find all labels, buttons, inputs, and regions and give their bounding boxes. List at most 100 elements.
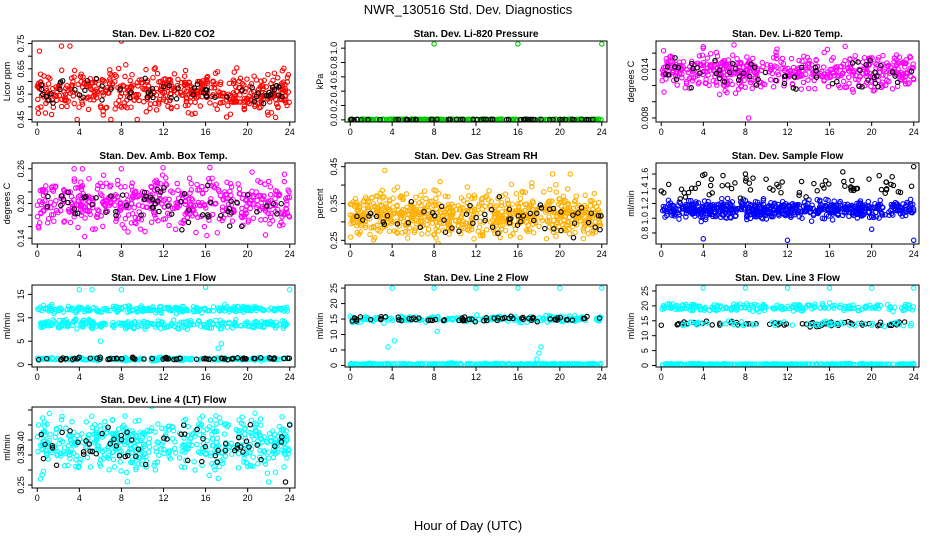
- data-point: [467, 202, 473, 209]
- data-point: [781, 83, 787, 89]
- data-point: [861, 205, 867, 211]
- data-point: [585, 230, 591, 237]
- data-point: [664, 59, 670, 65]
- data-point: [482, 217, 488, 224]
- data-point: [237, 75, 244, 82]
- data-point: [799, 73, 805, 79]
- data-point: [421, 188, 428, 194]
- data-point: [394, 218, 400, 225]
- data-point: [247, 200, 253, 206]
- data-point: [682, 85, 689, 91]
- data-point: [752, 81, 759, 87]
- data-point: [82, 87, 88, 94]
- data-point: [137, 226, 144, 232]
- data-point: [210, 304, 217, 310]
- data-point: [112, 202, 118, 209]
- data-points: [34, 164, 293, 240]
- data-point: [573, 193, 580, 199]
- data-point: [688, 197, 694, 204]
- data-point: [65, 189, 71, 196]
- data-point: [676, 216, 682, 222]
- y-tick-label: 0.75: [16, 35, 26, 53]
- panel-title: Stan. Dev. Gas Stream RH: [414, 151, 537, 162]
- data-point: [238, 213, 244, 219]
- data-point: [128, 183, 135, 190]
- data-point: [665, 206, 672, 213]
- data-point: [162, 305, 168, 312]
- y-tick-label: 1.0: [640, 212, 650, 225]
- data-point: [752, 207, 759, 214]
- data-point: [889, 69, 896, 75]
- data-point: [53, 198, 59, 204]
- data-point: [44, 203, 50, 210]
- data-point: [59, 78, 66, 84]
- data-point: [767, 66, 774, 73]
- data-point: [230, 90, 237, 96]
- data-point: [60, 309, 67, 315]
- data-point: [757, 209, 764, 215]
- data-point: [265, 93, 272, 99]
- data-point: [134, 309, 140, 315]
- data-point: [849, 60, 856, 66]
- data-point: [482, 211, 488, 218]
- data-point: [767, 76, 774, 83]
- data-point: [128, 200, 135, 207]
- data-point: [194, 320, 200, 327]
- data-point: [257, 179, 264, 186]
- data-point: [544, 207, 550, 213]
- data-point: [567, 171, 574, 177]
- x-tick-label: 8: [432, 372, 437, 382]
- data-point: [861, 82, 868, 89]
- data-point: [749, 85, 755, 92]
- data-point: [286, 355, 293, 362]
- data-point: [690, 202, 697, 208]
- data-point: [194, 181, 200, 188]
- data-point: [89, 226, 96, 232]
- data-point: [721, 79, 728, 85]
- data-point: [175, 187, 181, 194]
- data-point: [849, 177, 855, 184]
- data-point: [597, 219, 603, 226]
- data-point: [838, 72, 844, 79]
- data-point: [553, 233, 559, 239]
- data-point: [708, 62, 714, 68]
- data-point: [141, 196, 148, 203]
- data-point: [142, 75, 148, 82]
- data-point: [513, 190, 520, 197]
- data-point: [701, 198, 708, 204]
- data-point: [84, 307, 90, 314]
- data-point: [187, 321, 193, 328]
- data-point: [551, 226, 557, 232]
- data-point: [451, 203, 457, 209]
- figure-xlabel: Hour of Day (UTC): [414, 518, 522, 533]
- data-point: [435, 316, 441, 323]
- data-point: [129, 180, 135, 186]
- data-point: [370, 360, 377, 367]
- data-point: [772, 63, 778, 69]
- data-point: [159, 172, 166, 178]
- data-point: [282, 99, 289, 106]
- data-point: [93, 75, 100, 82]
- data-point: [239, 205, 245, 212]
- data-point: [377, 190, 384, 196]
- x-tick-label: 8: [743, 249, 748, 259]
- data-point: [161, 325, 168, 331]
- data-point: [195, 93, 201, 100]
- data-point: [529, 180, 535, 186]
- data-point: [821, 49, 827, 56]
- data-point: [576, 360, 582, 367]
- data-point: [747, 203, 754, 209]
- data-point: [127, 77, 133, 84]
- data-point: [91, 97, 97, 103]
- data-point: [855, 59, 861, 65]
- data-point: [693, 209, 700, 215]
- y-tick-label: 1.2: [640, 197, 650, 210]
- data-point: [219, 204, 226, 210]
- x-tick-label: 20: [555, 249, 565, 259]
- data-point: [76, 286, 83, 293]
- data-point: [113, 212, 119, 219]
- data-point: [705, 72, 711, 78]
- data-point: [666, 204, 673, 210]
